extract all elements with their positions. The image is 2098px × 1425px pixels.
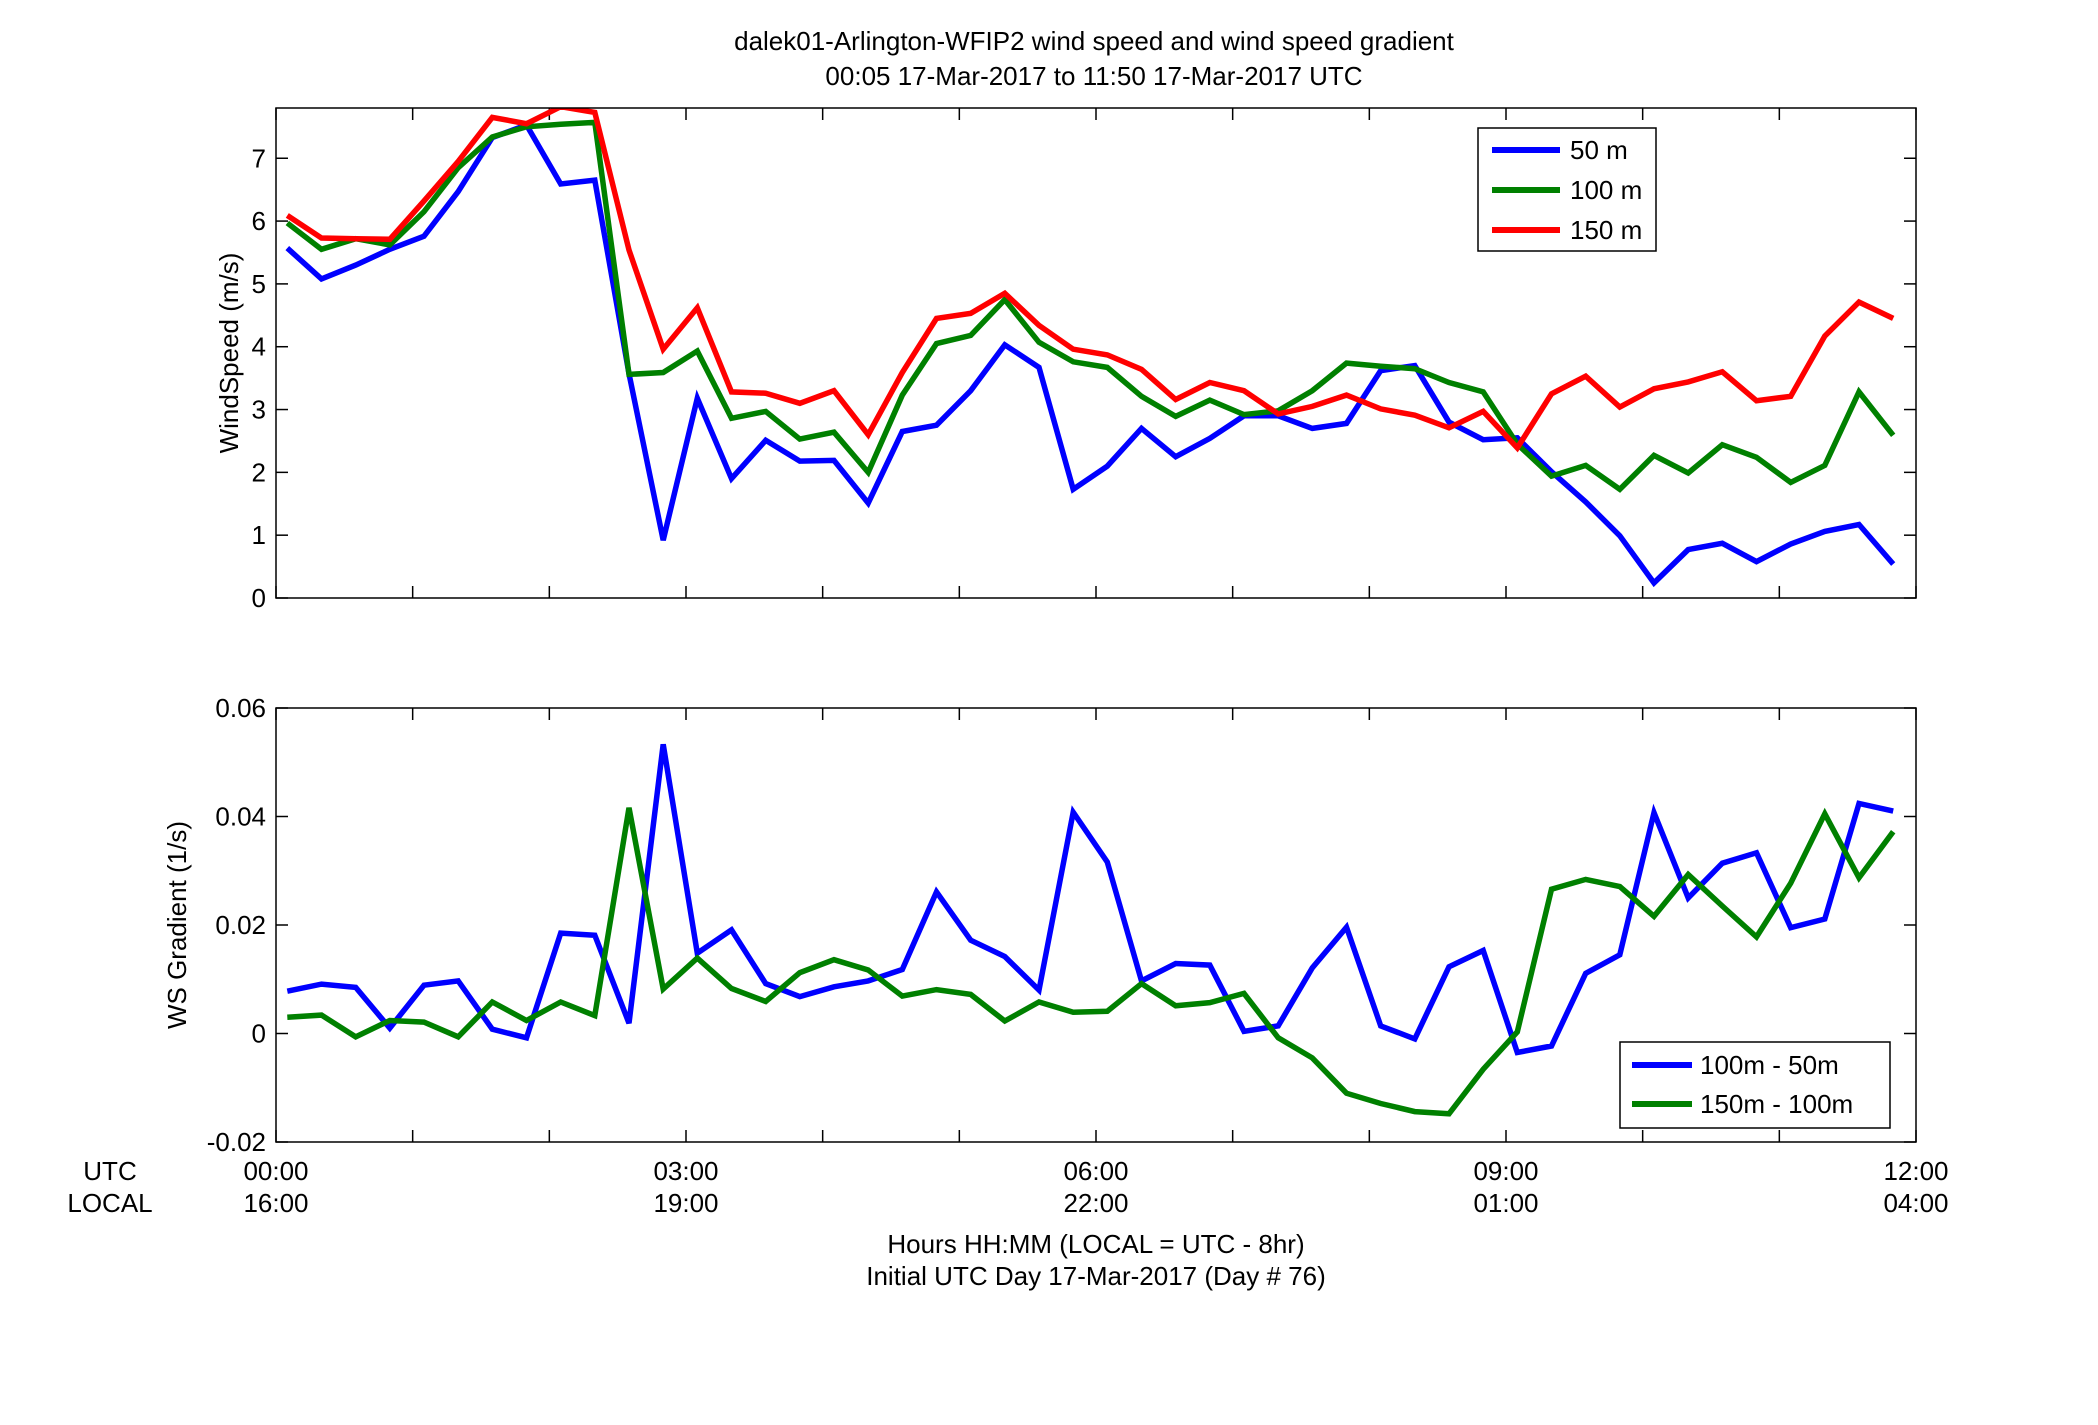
utc-tick-label: 06:00	[1063, 1156, 1128, 1186]
gradient-ytick-label: -0.02	[207, 1127, 266, 1157]
legend-label-100m-50m: 100m - 50m	[1700, 1050, 1839, 1080]
windspeed-ytick-label: 7	[252, 143, 266, 173]
x-axis-label-line2: Initial UTC Day 17-Mar-2017 (Day # 76)	[866, 1261, 1326, 1291]
gradient-legend-box	[1619, 1041, 1891, 1129]
gradient-legend: 100m - 50m 150m - 100m	[1619, 1041, 1891, 1129]
gradient-ytick-label: 0.06	[215, 693, 266, 723]
gradient-panel: -0.02 0 0.02 0.04 0.06 WS Gradient (1/s) 100…	[162, 693, 1917, 1157]
legend-label-150m: 150 m	[1570, 215, 1642, 245]
windspeed-series-line-150-m	[285, 108, 1895, 453]
legend-label-50m: 50 m	[1570, 135, 1628, 165]
windspeed-ytick-label: 5	[252, 269, 266, 299]
windspeed-ytick-label: 4	[252, 332, 266, 362]
x-axis-label-line1: Hours HH:MM (LOCAL = UTC - 8hr)	[887, 1229, 1304, 1259]
local-row-label: LOCAL	[67, 1188, 152, 1218]
chart-title-line1: dalek01-Arlington-WFIP2 wind speed and w…	[734, 26, 1455, 56]
windspeed-ylabel: WindSpeed (m/s)	[214, 253, 244, 454]
gradient-ytick-label: 0.02	[215, 910, 266, 940]
gradient-axes-frame	[275, 707, 1917, 1143]
windspeed-ytick-label: 3	[252, 395, 266, 425]
gradient-series-line-150m-100m	[287, 807, 1896, 1117]
local-tick-label: 19:00	[653, 1188, 718, 1218]
gradient-series-line-100m-50m	[286, 743, 1894, 1056]
windspeed-yticks: 0 1 2 3 4 5 6 7	[252, 143, 1916, 613]
utc-tick-label: 00:00	[243, 1156, 308, 1186]
windspeed-axes-frame	[275, 107, 1917, 599]
windspeed-ytick-label: 1	[252, 520, 266, 550]
local-tick-label: 04:00	[1883, 1188, 1948, 1218]
gradient-ytick-label: 0	[252, 1019, 266, 1049]
windspeed-ytick-label: 0	[252, 583, 266, 613]
windspeed-series-line-100-m	[285, 119, 1896, 493]
gradient-series	[286, 743, 1896, 1117]
windspeed-ytick-label: 6	[252, 206, 266, 236]
local-tick-label: 16:00	[243, 1188, 308, 1218]
utc-tick-label: 09:00	[1473, 1156, 1538, 1186]
local-tick-label: 22:00	[1063, 1188, 1128, 1218]
windspeed-series	[285, 108, 1896, 588]
utc-tick-label: 12:00	[1883, 1156, 1948, 1186]
windspeed-ytick-label: 2	[252, 457, 266, 487]
local-tick-label: 01:00	[1473, 1188, 1538, 1218]
legend-label-100m: 100 m	[1570, 175, 1642, 205]
windspeed-panel: 0 1 2 3 4 5 6 7 WindSpeed (m/s) 50 m 100 m 150 …	[214, 107, 1917, 613]
gradient-ylabel: WS Gradient (1/s)	[162, 821, 192, 1029]
gradient-ytick-label: 0.04	[215, 802, 266, 832]
chart-title-line2: 00:05 17-Mar-2017 to 11:50 17-Mar-2017 U…	[825, 61, 1362, 91]
legend-label-150m-100m: 150m - 100m	[1700, 1089, 1853, 1119]
utc-row-label: UTC	[83, 1156, 136, 1186]
utc-tick-label: 03:00	[653, 1156, 718, 1186]
windspeed-series-line-50-m	[285, 121, 1896, 588]
windspeed-legend: 50 m 100 m 150 m	[1477, 127, 1657, 252]
